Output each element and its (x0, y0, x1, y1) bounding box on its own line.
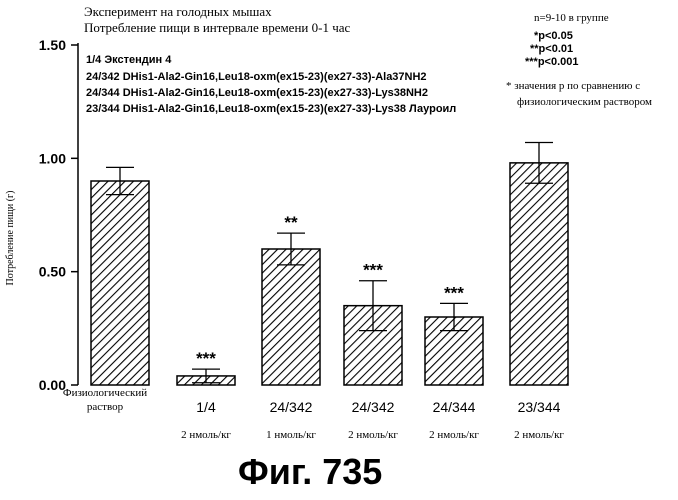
x-category-label: раствор (87, 401, 124, 413)
header-line-2: Потребление пищи в интервале времени 0-1… (84, 21, 350, 34)
figure-caption: Фиг. 735 (238, 454, 382, 490)
y-tick-label: 0.50 (39, 264, 66, 280)
x-category-label: 1/4 (196, 399, 216, 415)
dose-label: 1 нмоль/кг (266, 429, 316, 441)
bar (262, 249, 320, 385)
dose-label: 2 нмоль/кг (181, 429, 231, 441)
bar (510, 163, 568, 385)
bar (91, 181, 149, 385)
significance-key-1: *p<0.05 (534, 31, 573, 42)
comparison-note-1: * значения p по сравнению с (506, 81, 640, 92)
comparison-note-2: физиологическим раствором (517, 97, 652, 108)
x-category-label: 23/344 (518, 399, 561, 415)
legend-entry: 24/344 DHis1-Ala2-Gin16,Leu18-oxm(ex15-2… (86, 88, 428, 99)
significance-key-3: ***p<0.001 (525, 57, 579, 68)
x-category-label: Физиологический (63, 387, 147, 399)
legend-entry: 1/4 Экстендин 4 (86, 55, 171, 66)
x-category-label: 24/342 (270, 399, 313, 415)
y-tick-label: 1.50 (39, 37, 66, 53)
y-tick-label: 1.00 (39, 150, 66, 166)
significance-label: *** (363, 261, 383, 280)
y-axis-label: Потребление пищи (г) (5, 191, 16, 286)
dose-label: 2 нмоль/кг (348, 429, 398, 441)
significance-label: *** (196, 349, 216, 368)
sample-size-note: n=9-10 в группе (534, 13, 609, 24)
significance-key-2: **p<0.01 (530, 44, 573, 55)
significance-label: ** (284, 213, 298, 232)
legend-entry: 24/342 DHis1-Ala2-Gin16,Leu18-oxm(ex15-2… (86, 72, 427, 83)
x-category-label: 24/344 (433, 399, 476, 415)
significance-label: *** (444, 283, 464, 302)
x-category-label: 24/342 (352, 399, 395, 415)
dose-label: 2 нмоль/кг (514, 429, 564, 441)
legend-entry: 23/344 DHis1-Ala2-Gin16,Leu18-oxm(ex15-2… (86, 104, 456, 115)
dose-label: 2 нмоль/кг (429, 429, 479, 441)
header-line-1: Эксперимент на голодных мышах (84, 5, 272, 18)
